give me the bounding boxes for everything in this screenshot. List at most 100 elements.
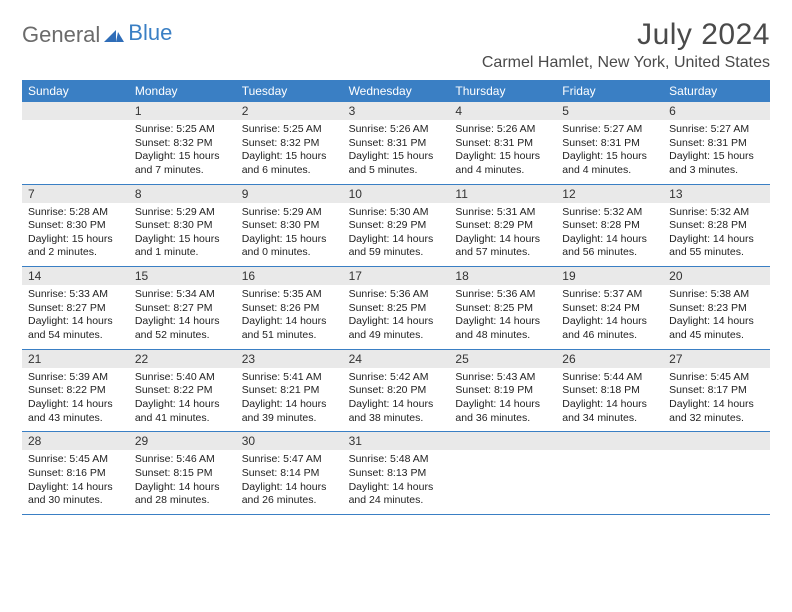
day-body <box>22 120 129 184</box>
day-body: Sunrise: 5:27 AMSunset: 8:31 PMDaylight:… <box>663 120 770 184</box>
day-number: 8 <box>129 185 236 203</box>
day-number: 4 <box>449 102 556 120</box>
day-number: 17 <box>343 267 450 285</box>
daylight-text: Daylight: 14 hours and 28 minutes. <box>135 481 230 508</box>
day-body: Sunrise: 5:28 AMSunset: 8:30 PMDaylight:… <box>22 203 129 267</box>
day-body: Sunrise: 5:43 AMSunset: 8:19 PMDaylight:… <box>449 368 556 432</box>
daylight-text: Daylight: 15 hours and 5 minutes. <box>349 150 444 177</box>
sunrise-text: Sunrise: 5:25 AM <box>242 123 337 137</box>
day-number: 14 <box>22 267 129 285</box>
calendar: SundayMondayTuesdayWednesdayThursdayFrid… <box>22 80 770 515</box>
day-body: Sunrise: 5:25 AMSunset: 8:32 PMDaylight:… <box>236 120 343 184</box>
sunset-text: Sunset: 8:25 PM <box>455 302 550 316</box>
sunset-text: Sunset: 8:25 PM <box>349 302 444 316</box>
day-body: Sunrise: 5:26 AMSunset: 8:31 PMDaylight:… <box>343 120 450 184</box>
daylight-text: Daylight: 14 hours and 59 minutes. <box>349 233 444 260</box>
sunset-text: Sunset: 8:16 PM <box>28 467 123 481</box>
day-body: Sunrise: 5:32 AMSunset: 8:28 PMDaylight:… <box>663 203 770 267</box>
sunrise-text: Sunrise: 5:38 AM <box>669 288 764 302</box>
daylight-text: Daylight: 14 hours and 26 minutes. <box>242 481 337 508</box>
day-body: Sunrise: 5:45 AMSunset: 8:17 PMDaylight:… <box>663 368 770 432</box>
day-number: 30 <box>236 432 343 450</box>
day-body: Sunrise: 5:46 AMSunset: 8:15 PMDaylight:… <box>129 450 236 514</box>
daylight-text: Daylight: 15 hours and 2 minutes. <box>28 233 123 260</box>
daylight-text: Daylight: 14 hours and 32 minutes. <box>669 398 764 425</box>
daylight-text: Daylight: 14 hours and 51 minutes. <box>242 315 337 342</box>
day-number: 10 <box>343 185 450 203</box>
sunrise-text: Sunrise: 5:30 AM <box>349 206 444 220</box>
day-body: Sunrise: 5:27 AMSunset: 8:31 PMDaylight:… <box>556 120 663 184</box>
sunset-text: Sunset: 8:32 PM <box>242 137 337 151</box>
daylight-text: Daylight: 14 hours and 38 minutes. <box>349 398 444 425</box>
sunset-text: Sunset: 8:22 PM <box>28 384 123 398</box>
sunset-text: Sunset: 8:15 PM <box>135 467 230 481</box>
day-body: Sunrise: 5:42 AMSunset: 8:20 PMDaylight:… <box>343 368 450 432</box>
day-body: Sunrise: 5:41 AMSunset: 8:21 PMDaylight:… <box>236 368 343 432</box>
daylight-text: Daylight: 14 hours and 52 minutes. <box>135 315 230 342</box>
day-number: 24 <box>343 350 450 368</box>
sunrise-text: Sunrise: 5:43 AM <box>455 371 550 385</box>
day-number: 18 <box>449 267 556 285</box>
sunrise-text: Sunrise: 5:36 AM <box>349 288 444 302</box>
daylight-text: Daylight: 15 hours and 7 minutes. <box>135 150 230 177</box>
sunrise-text: Sunrise: 5:28 AM <box>28 206 123 220</box>
sunrise-text: Sunrise: 5:27 AM <box>669 123 764 137</box>
sunrise-text: Sunrise: 5:37 AM <box>562 288 657 302</box>
sunrise-text: Sunrise: 5:29 AM <box>242 206 337 220</box>
sunset-text: Sunset: 8:27 PM <box>28 302 123 316</box>
day-number: 31 <box>343 432 450 450</box>
daylight-text: Daylight: 15 hours and 6 minutes. <box>242 150 337 177</box>
daylight-text: Daylight: 14 hours and 41 minutes. <box>135 398 230 425</box>
sunrise-text: Sunrise: 5:48 AM <box>349 453 444 467</box>
sunset-text: Sunset: 8:24 PM <box>562 302 657 316</box>
title-block: July 2024 Carmel Hamlet, New York, Unite… <box>482 18 770 72</box>
logo-mark-icon <box>104 22 124 48</box>
sunrise-text: Sunrise: 5:41 AM <box>242 371 337 385</box>
daylight-text: Daylight: 14 hours and 48 minutes. <box>455 315 550 342</box>
week: 78910111213Sunrise: 5:28 AMSunset: 8:30 … <box>22 185 770 268</box>
daylight-text: Daylight: 15 hours and 0 minutes. <box>242 233 337 260</box>
daylight-text: Daylight: 14 hours and 39 minutes. <box>242 398 337 425</box>
daylight-text: Daylight: 14 hours and 24 minutes. <box>349 481 444 508</box>
day-number: 19 <box>556 267 663 285</box>
day-body: Sunrise: 5:48 AMSunset: 8:13 PMDaylight:… <box>343 450 450 514</box>
day-body: Sunrise: 5:39 AMSunset: 8:22 PMDaylight:… <box>22 368 129 432</box>
day-number <box>22 102 129 120</box>
sunrise-text: Sunrise: 5:45 AM <box>28 453 123 467</box>
daylight-text: Daylight: 15 hours and 4 minutes. <box>562 150 657 177</box>
daynum-row: 14151617181920 <box>22 267 770 285</box>
daynum-row: 28293031 <box>22 432 770 450</box>
day-body: Sunrise: 5:36 AMSunset: 8:25 PMDaylight:… <box>343 285 450 349</box>
daynum-row: 78910111213 <box>22 185 770 203</box>
day-body: Sunrise: 5:47 AMSunset: 8:14 PMDaylight:… <box>236 450 343 514</box>
sunset-text: Sunset: 8:27 PM <box>135 302 230 316</box>
day-body: Sunrise: 5:31 AMSunset: 8:29 PMDaylight:… <box>449 203 556 267</box>
day-body <box>663 450 770 514</box>
daylight-text: Daylight: 14 hours and 34 minutes. <box>562 398 657 425</box>
day-body: Sunrise: 5:44 AMSunset: 8:18 PMDaylight:… <box>556 368 663 432</box>
body-row: Sunrise: 5:25 AMSunset: 8:32 PMDaylight:… <box>22 120 770 184</box>
sunset-text: Sunset: 8:29 PM <box>455 219 550 233</box>
day-body: Sunrise: 5:29 AMSunset: 8:30 PMDaylight:… <box>236 203 343 267</box>
sunrise-text: Sunrise: 5:34 AM <box>135 288 230 302</box>
sunset-text: Sunset: 8:31 PM <box>562 137 657 151</box>
sunset-text: Sunset: 8:29 PM <box>349 219 444 233</box>
week: 28293031 Sunrise: 5:45 AMSunset: 8:16 PM D… <box>22 432 770 515</box>
dow-cell: Saturday <box>663 80 770 102</box>
day-body: Sunrise: 5:40 AMSunset: 8:22 PMDaylight:… <box>129 368 236 432</box>
day-number: 6 <box>663 102 770 120</box>
day-body: Sunrise: 5:29 AMSunset: 8:30 PMDaylight:… <box>129 203 236 267</box>
daylight-text: Daylight: 14 hours and 54 minutes. <box>28 315 123 342</box>
day-body: Sunrise: 5:34 AMSunset: 8:27 PMDaylight:… <box>129 285 236 349</box>
day-number: 29 <box>129 432 236 450</box>
day-number: 27 <box>663 350 770 368</box>
sunrise-text: Sunrise: 5:47 AM <box>242 453 337 467</box>
body-row: Sunrise: 5:28 AMSunset: 8:30 PMDaylight:… <box>22 203 770 267</box>
daylight-text: Daylight: 14 hours and 36 minutes. <box>455 398 550 425</box>
sunset-text: Sunset: 8:22 PM <box>135 384 230 398</box>
day-number: 11 <box>449 185 556 203</box>
dow-cell: Thursday <box>449 80 556 102</box>
day-body: Sunrise: 5:25 AMSunset: 8:32 PMDaylight:… <box>129 120 236 184</box>
logo: General Blue <box>22 18 172 48</box>
sunrise-text: Sunrise: 5:42 AM <box>349 371 444 385</box>
